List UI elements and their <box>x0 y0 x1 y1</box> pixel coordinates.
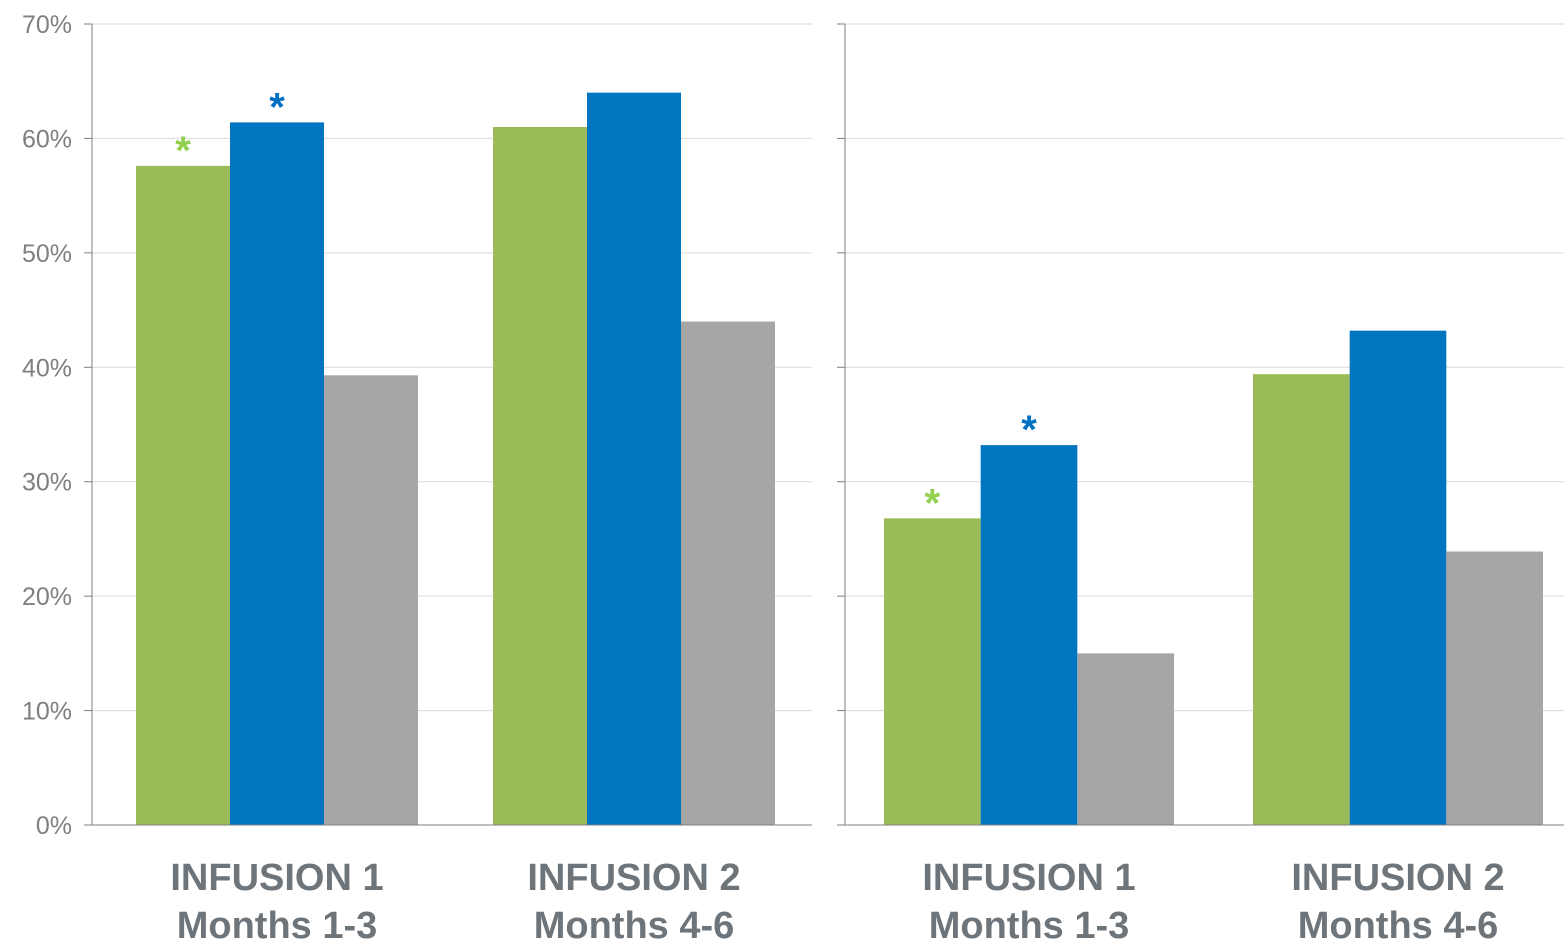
category-label-line2: Months 1-3 <box>929 905 1130 941</box>
category-label-line2: Months 4-6 <box>534 905 735 941</box>
significance-marker: * <box>175 129 191 173</box>
significance-marker: * <box>269 85 285 129</box>
bar <box>493 126 587 825</box>
y-tick-label: 40% <box>22 354 72 382</box>
y-tick-label: 20% <box>22 583 72 611</box>
bar <box>587 92 681 825</box>
significance-marker: * <box>1021 408 1037 452</box>
category-label-line1: INFUSION 2 <box>1291 857 1504 899</box>
y-tick-label: 0% <box>36 812 72 840</box>
significance-marker: * <box>925 481 941 525</box>
category-label-line2: Months 1-3 <box>177 905 378 941</box>
y-tick-label: 30% <box>22 469 72 497</box>
bar <box>884 518 981 825</box>
bar <box>681 321 775 825</box>
category-label-line1: INFUSION 1 <box>922 857 1135 899</box>
y-tick-label: 10% <box>22 698 72 726</box>
bar <box>230 122 324 825</box>
bar <box>980 445 1078 825</box>
bar <box>1349 330 1447 825</box>
category-label-line2: Months 4-6 <box>1298 905 1499 941</box>
category-label-line1: INFUSION 2 <box>527 857 740 899</box>
bar <box>1253 374 1350 825</box>
bar <box>324 375 418 825</box>
y-tick-label: 60% <box>22 125 72 153</box>
category-label-line1: INFUSION 1 <box>170 857 383 899</box>
bar <box>1446 551 1543 825</box>
bar <box>136 165 230 826</box>
y-tick-label: 70% <box>22 11 72 39</box>
bar <box>1077 653 1174 825</box>
y-tick-label: 50% <box>22 240 72 268</box>
